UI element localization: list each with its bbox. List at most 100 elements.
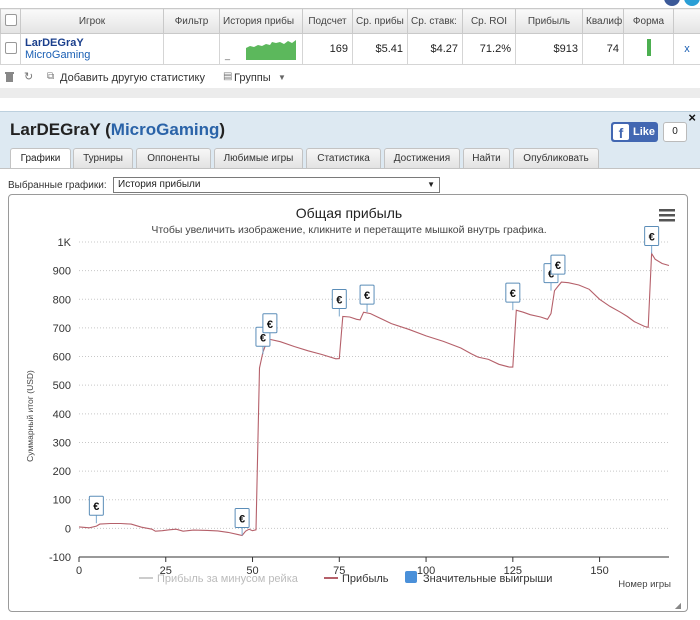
- remove-cell[interactable]: x: [674, 34, 700, 65]
- x-axis-label: Номер игры: [618, 579, 671, 590]
- legend-label: Прибыль за минусом рейка: [157, 573, 299, 585]
- y-tick-label: 800: [53, 294, 71, 306]
- close-icon[interactable]: ×: [688, 110, 696, 125]
- legend-item[interactable]: Прибыль за минусом рейка: [139, 573, 299, 585]
- column-header-remove: [674, 9, 700, 34]
- row-checkbox[interactable]: [5, 42, 17, 54]
- big-win-marker[interactable]: €: [332, 289, 346, 316]
- y-tick-label: 1K: [58, 237, 72, 249]
- column-header-profit[interactable]: Прибыль: [516, 9, 583, 34]
- form-cell: [624, 34, 674, 65]
- tab-favorite-games[interactable]: Любимые игры: [214, 148, 303, 168]
- chart-subtitle: Чтобы увеличить изображение, кликните и …: [151, 224, 546, 236]
- groups-button[interactable]: Группы: [234, 72, 271, 84]
- column-header-history[interactable]: История прибы: [220, 9, 303, 34]
- select-all-checkbox[interactable]: [5, 14, 17, 26]
- y-tick-label: 0: [65, 523, 71, 535]
- share-icon[interactable]: [684, 0, 700, 6]
- trash-icon[interactable]: [5, 72, 14, 85]
- add-stats-button[interactable]: Добавить другую статистику: [60, 72, 205, 84]
- form-indicator: [647, 39, 651, 56]
- row-select-cell[interactable]: [1, 34, 21, 65]
- big-win-label: €: [364, 290, 370, 302]
- chart-select-value: История прибыли: [118, 178, 200, 192]
- filter-cell[interactable]: [164, 34, 220, 65]
- column-header-filter[interactable]: Фильтр: [164, 9, 220, 34]
- big-win-marker[interactable]: €: [89, 496, 103, 523]
- big-win-label: €: [336, 294, 342, 306]
- tab-statistics[interactable]: Статистика: [306, 148, 381, 168]
- chart-select-label: Выбранные графики:: [8, 180, 107, 191]
- facebook-like-count: 0: [663, 122, 687, 142]
- y-tick-label: 500: [53, 380, 71, 392]
- chart-legend: Прибыль за минусом рейка Прибыль Значитель…: [139, 571, 552, 585]
- column-header-avg-stake[interactable]: Ср. ставк:: [408, 9, 463, 34]
- facebook-icon: f: [613, 124, 629, 140]
- top-social-icons: [660, 0, 700, 8]
- tab-find[interactable]: Найти: [463, 148, 510, 168]
- qualification-cell: 74: [583, 34, 624, 65]
- panel-player-name: LarDEGraY: [10, 120, 100, 139]
- column-header-avg-profit[interactable]: Ср. прибы: [353, 9, 408, 34]
- big-win-marker[interactable]: €: [506, 283, 520, 310]
- big-win-marker[interactable]: €: [360, 285, 374, 312]
- tab-tournaments[interactable]: Турниры: [73, 148, 133, 168]
- player-cell[interactable]: LarDEGraY MicroGaming: [21, 34, 164, 65]
- tab-charts[interactable]: Графики: [10, 148, 71, 169]
- tab-opponents[interactable]: Оппоненты: [136, 148, 211, 168]
- x-tick-label: 150: [590, 565, 608, 577]
- big-win-label: €: [267, 319, 273, 331]
- chevron-down-icon: ▼: [427, 178, 435, 192]
- legend-item[interactable]: Значительные выигрыши: [405, 571, 552, 585]
- big-win-label: €: [510, 288, 516, 300]
- table-header-row: Игрок Фильтр История прибы Подсчет Ср. п…: [1, 9, 700, 34]
- y-tick-label: 900: [53, 266, 71, 278]
- big-win-marker[interactable]: €: [235, 509, 249, 536]
- legend-label: Прибыль: [342, 573, 389, 585]
- big-win-label: €: [93, 501, 99, 513]
- avg-profit-cell: $5.41: [353, 34, 408, 65]
- sparkline-area: [246, 40, 296, 60]
- stats-table: Игрок Фильтр История прибы Подсчет Ср. п…: [0, 8, 700, 65]
- facebook-like-button[interactable]: f Like: [611, 122, 658, 142]
- select-all-header[interactable]: [1, 9, 21, 34]
- remove-row-link[interactable]: x: [684, 43, 690, 55]
- history-cell: _: [220, 34, 303, 65]
- chart-select[interactable]: История прибыли ▼: [113, 177, 440, 193]
- stats-toolbar: ↻ ⧉ Добавить другую статистику ▤ Группы …: [0, 69, 700, 87]
- y-tick-label: 300: [53, 437, 71, 449]
- facebook-like-label: Like: [633, 126, 655, 138]
- facebook-icon[interactable]: [664, 0, 680, 6]
- y-tick-label: 200: [53, 466, 71, 478]
- column-header-avg-roi[interactable]: Ср. ROI: [463, 9, 516, 34]
- table-row: LarDEGraY MicroGaming _ 169 $5.41 $4.27 …: [1, 34, 700, 65]
- big-win-label: €: [555, 260, 561, 272]
- tab-publish[interactable]: Опубликовать: [513, 148, 599, 168]
- y-tick-label: 100: [53, 495, 71, 507]
- chevron-down-icon[interactable]: ▼: [278, 73, 286, 82]
- y-axis-label: Суммарный итог (USD): [25, 370, 35, 462]
- add-stats-icon: ⧉: [47, 71, 54, 82]
- resize-handle-icon[interactable]: ◢: [675, 601, 682, 610]
- count-cell: 169: [303, 34, 353, 65]
- tab-content: Выбранные графики: История прибыли ▼ -10…: [0, 168, 700, 620]
- panel-title: LarDEGraY (MicroGaming): [10, 120, 225, 140]
- big-win-label: €: [649, 231, 655, 243]
- player-name-link[interactable]: LarDEGraY: [25, 37, 159, 49]
- column-header-player[interactable]: Игрок: [21, 9, 164, 34]
- tab-achievements[interactable]: Достижения: [384, 148, 460, 168]
- column-header-count[interactable]: Подсчет: [303, 9, 353, 34]
- column-header-form[interactable]: Форма: [624, 9, 674, 34]
- y-tick-label: 700: [53, 323, 71, 335]
- legend-label: Значительные выигрыши: [423, 573, 552, 585]
- refresh-icon[interactable]: ↻: [24, 70, 33, 83]
- chart-menu-icon[interactable]: [659, 209, 675, 222]
- big-win-marker[interactable]: €: [645, 226, 659, 253]
- panel-network[interactable]: MicroGaming: [111, 120, 220, 139]
- profit-sparkline: _: [222, 36, 301, 62]
- column-header-qualification[interactable]: Квалиф: [583, 9, 624, 34]
- y-tick-label: -100: [49, 552, 71, 564]
